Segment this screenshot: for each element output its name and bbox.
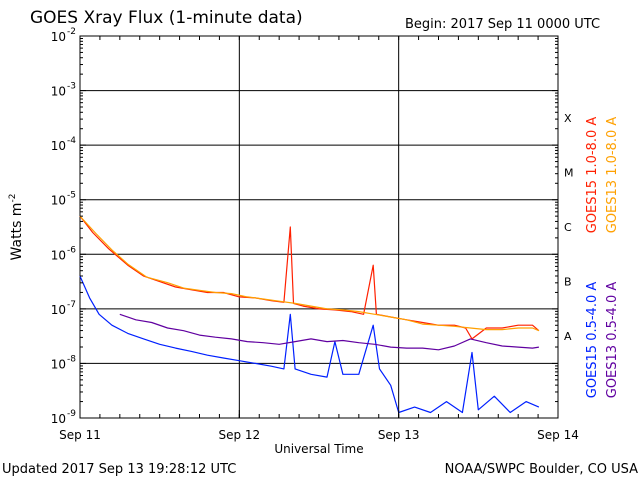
y-tick-exponent: -2 [67,27,76,37]
chart-title: GOES Xray Flux (1-minute data) [30,8,303,28]
y-tick-exponent: -6 [67,245,76,255]
legend: GOES15 1.0-8.0 A GOES13 1.0-8.0 A GOES15 0… [585,117,620,399]
x-tick-label: Sep 14 [537,428,579,442]
series-line-3 [119,313,539,351]
x-axis-label: Universal Time [274,442,363,456]
plot-frame [79,35,559,419]
series-group [79,215,540,414]
x-axis: Sep 11 Sep 12 Sep 13 Sep 14 [59,36,579,442]
y-tick-exponent: -4 [67,136,76,146]
flare-class-labels: X M C B A [564,112,574,343]
flare-class-m: M [564,166,574,179]
y-tick-label: 10 [51,85,66,99]
legend-entry: GOES13 0.5-4.0 A [605,282,620,399]
grid-lines [80,36,558,418]
y-tick-label: 10 [51,412,66,426]
y-tick-label: 10 [51,357,66,371]
flare-class-c: C [564,221,572,234]
y-axis: 10-910-810-710-610-510-410-310-2 [51,27,558,426]
y-tick-exponent: -7 [67,300,76,310]
x-tick-label: Sep 12 [218,428,260,442]
legend-label: GOES15 0.5-4.0 A [585,282,600,399]
y-tick-label: 10 [51,303,66,317]
updated-timestamp: Updated 2017 Sep 13 19:28:12 UTC [2,462,236,477]
y-tick-exponent: -9 [67,409,76,419]
flare-class-a: A [564,330,572,343]
x-tick-label: Sep 11 [59,428,101,442]
svg-text:Watts m-2: Watts m-2 [8,194,25,261]
y-axis-label-exponent: -2 [8,194,18,203]
series-line-2 [79,275,540,414]
plot-area [79,35,559,419]
begin-label: Begin: 2017 Sep 11 0000 UTC [405,17,600,32]
legend-label: GOES13 1.0-8.0 A [605,117,620,234]
legend-entry: GOES15 1.0-8.0 A [585,117,600,234]
y-tick-label: 10 [51,248,66,262]
y-tick-label: 10 [51,30,66,44]
y-axis-label: Watts m [9,203,25,261]
series-line-0 [79,215,540,340]
y-tick-label: 10 [51,194,66,208]
x-tick-label: Sep 13 [378,428,420,442]
y-tick-exponent: -8 [67,354,76,364]
y-tick-exponent: -5 [67,191,76,201]
flare-class-b: B [564,276,572,289]
series-line-1 [79,215,540,332]
legend-entry: GOES13 1.0-8.0 A [605,117,620,234]
legend-label: GOES13 0.5-4.0 A [605,282,620,399]
legend-entry: GOES15 0.5-4.0 A [585,282,600,399]
source-credit: NOAA/SWPC Boulder, CO USA [445,462,638,477]
y-tick-label: 10 [51,139,66,153]
y-tick-exponent: -3 [67,82,76,92]
y-axis-label-group: Watts m-2 [8,194,25,261]
legend-label: GOES15 1.0-8.0 A [585,117,600,234]
flare-class-x: X [564,112,572,125]
